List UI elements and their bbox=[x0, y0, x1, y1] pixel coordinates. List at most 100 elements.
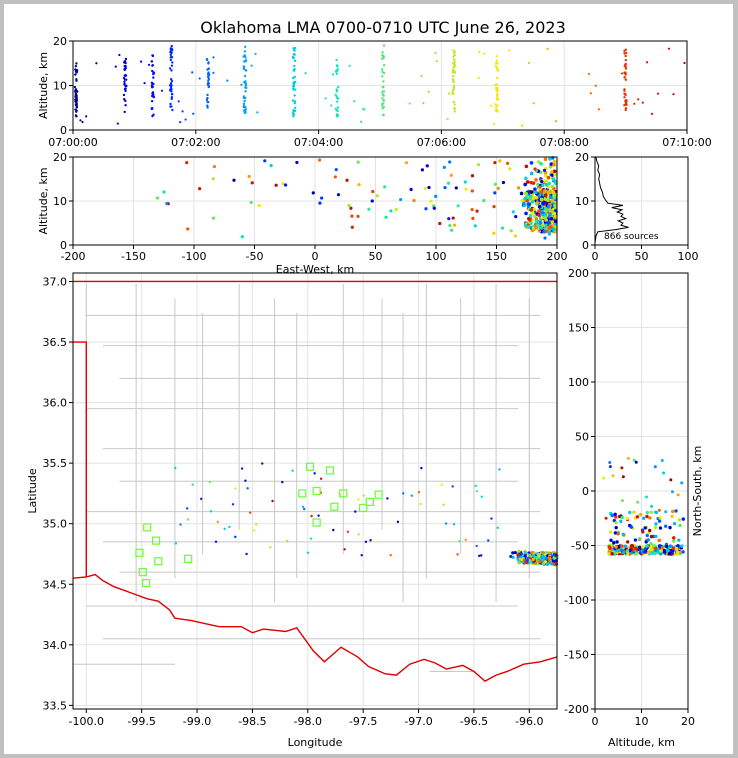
source-point bbox=[453, 63, 456, 66]
source-point bbox=[634, 552, 639, 556]
source-point bbox=[553, 172, 557, 177]
source-point bbox=[169, 53, 173, 57]
state-boundary-west bbox=[73, 341, 87, 577]
source-point bbox=[623, 88, 626, 91]
source-point bbox=[547, 551, 551, 555]
source-point bbox=[243, 99, 246, 103]
source-point bbox=[496, 89, 499, 93]
source-point bbox=[207, 82, 211, 85]
source-point bbox=[509, 554, 513, 559]
source-point bbox=[552, 169, 557, 174]
x-axis-label: Longitude bbox=[288, 736, 343, 749]
source-point bbox=[659, 552, 663, 556]
source-point bbox=[680, 544, 684, 548]
source-point bbox=[672, 521, 677, 526]
source-point bbox=[453, 53, 456, 57]
source-point bbox=[429, 199, 433, 203]
source-point bbox=[550, 562, 554, 566]
source-point bbox=[123, 80, 126, 84]
source-point bbox=[656, 92, 660, 95]
source-point bbox=[306, 551, 310, 554]
source-point bbox=[653, 546, 658, 551]
source-point bbox=[608, 465, 612, 469]
source-point bbox=[539, 190, 543, 194]
source-point bbox=[207, 71, 210, 74]
source-point bbox=[516, 186, 521, 190]
source-point bbox=[226, 79, 229, 82]
source-point bbox=[496, 68, 499, 72]
source-point bbox=[422, 102, 425, 105]
source-point bbox=[670, 514, 674, 519]
source-point bbox=[623, 64, 626, 68]
source-point bbox=[452, 100, 455, 104]
x-tick-label: 07:06:00 bbox=[417, 136, 466, 149]
source-point bbox=[495, 94, 499, 98]
source-point bbox=[318, 201, 322, 205]
source-point bbox=[169, 50, 172, 53]
source-point bbox=[293, 64, 296, 68]
source-point bbox=[447, 217, 451, 221]
source-point bbox=[528, 559, 532, 563]
source-point bbox=[680, 481, 684, 485]
source-point bbox=[147, 63, 151, 66]
source-point bbox=[452, 523, 456, 526]
source-point bbox=[654, 522, 658, 526]
source-point bbox=[657, 538, 662, 543]
source-point bbox=[170, 79, 174, 83]
source-point bbox=[531, 226, 535, 230]
source-point bbox=[536, 223, 540, 227]
time-height-panel: 07:00:00 07:02:00 07:04:00 07:06:00 07:08:00… bbox=[37, 35, 712, 149]
source-point bbox=[362, 494, 365, 497]
source-point bbox=[336, 106, 340, 109]
source-point bbox=[356, 160, 360, 164]
source-point bbox=[386, 497, 389, 500]
source-point bbox=[672, 536, 676, 540]
source-point bbox=[653, 510, 657, 514]
source-point bbox=[242, 67, 245, 71]
source-point bbox=[150, 84, 154, 88]
source-point bbox=[363, 108, 366, 111]
source-point bbox=[170, 47, 174, 50]
y-tick-label: 0 bbox=[582, 485, 589, 498]
source-point bbox=[293, 49, 296, 52]
source-point bbox=[244, 479, 247, 482]
x-axis-label: Altitude, km bbox=[608, 736, 675, 749]
source-point bbox=[170, 97, 173, 101]
source-point bbox=[524, 191, 529, 196]
source-point bbox=[250, 64, 253, 67]
y-tick-label: 35.5 bbox=[43, 457, 68, 470]
source-point bbox=[360, 554, 363, 557]
source-point bbox=[657, 544, 662, 548]
plan-view-map-panel: -100.0 -99.5 -99.0 -98.5 -98.0 -97.5 -97.0 -96.… bbox=[26, 272, 559, 749]
source-point bbox=[301, 505, 305, 509]
source-point bbox=[79, 119, 82, 122]
x-tick-label: 07:10:00 bbox=[662, 136, 711, 149]
x-tick-label: -99.5 bbox=[127, 715, 155, 728]
lma-station-marker bbox=[339, 489, 348, 498]
source-point bbox=[199, 497, 203, 501]
source-point bbox=[674, 546, 679, 551]
source-point bbox=[549, 224, 553, 229]
source-point bbox=[452, 58, 456, 61]
source-point bbox=[623, 71, 626, 75]
source-point bbox=[313, 472, 316, 475]
source-point bbox=[493, 122, 496, 126]
source-point bbox=[628, 510, 632, 515]
source-point bbox=[412, 198, 416, 203]
source-point bbox=[381, 51, 384, 54]
source-point bbox=[626, 540, 630, 544]
altitude-histogram-panel: 0 50 100 0 10 20 866 sources bbox=[575, 151, 699, 263]
source-point bbox=[538, 560, 542, 564]
source-point bbox=[293, 75, 297, 79]
source-point bbox=[206, 93, 209, 97]
source-point bbox=[658, 516, 662, 520]
source-point bbox=[536, 160, 541, 164]
source-point bbox=[427, 185, 431, 190]
source-point bbox=[660, 546, 664, 550]
source-point bbox=[495, 55, 498, 58]
source-point bbox=[529, 190, 534, 194]
source-point bbox=[508, 167, 512, 171]
source-point bbox=[205, 98, 209, 102]
source-point bbox=[548, 195, 553, 199]
source-point bbox=[244, 90, 247, 93]
